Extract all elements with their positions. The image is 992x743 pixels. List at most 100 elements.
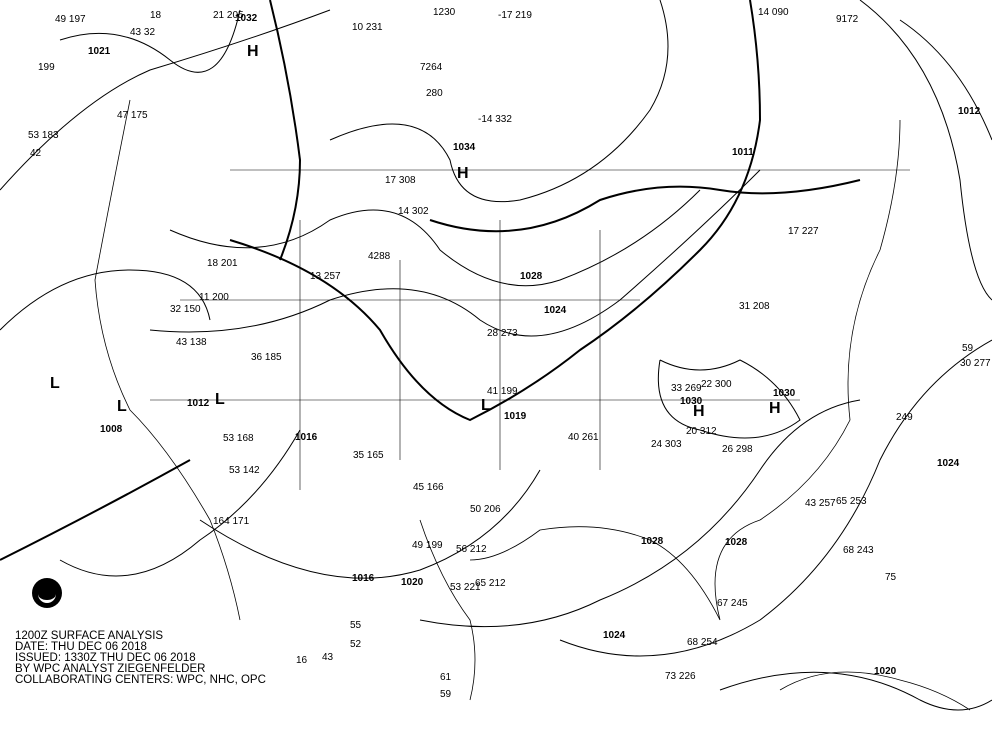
station-plot: 65 253 xyxy=(836,496,867,507)
station-plot: 36 185 xyxy=(251,352,282,363)
low-pressure-center: L xyxy=(117,398,127,415)
isobar-label: 1024 xyxy=(544,305,567,316)
isobar xyxy=(169,189,701,287)
station-plot: 73 226 xyxy=(665,671,696,682)
station-plot: 68 243 xyxy=(843,545,874,556)
isobar-label: 1011 xyxy=(732,147,754,158)
isobar-label: 1024 xyxy=(937,458,960,469)
high-pressure-center: H xyxy=(769,400,781,417)
map-caption: 1200Z SURFACE ANALYSIS DATE: THU DEC 06 … xyxy=(15,630,266,686)
coastline xyxy=(779,671,971,711)
station-plot: 11 200 xyxy=(199,292,229,303)
station-plot: 17 308 xyxy=(385,175,416,186)
station-plot: 43 32 xyxy=(130,27,155,38)
station-plot: 31 208 xyxy=(739,301,770,312)
isobar-label: 1028 xyxy=(520,271,543,282)
station-plot: 35 165 xyxy=(353,450,384,461)
caption-issued: ISSUED: 1330Z THU DEC 06 2018 xyxy=(15,652,196,664)
station-plot: 42 xyxy=(30,148,42,159)
station-plot: 33 269 xyxy=(671,383,702,394)
station-plot: 18 xyxy=(150,10,162,21)
station-plot: 49 197 xyxy=(55,14,86,25)
station-plot: 55 xyxy=(350,620,362,631)
isobar xyxy=(199,469,541,579)
isobar xyxy=(59,9,241,73)
isobar xyxy=(559,339,992,657)
high-pressure-center: H xyxy=(457,165,469,182)
isobar-label: 1012 xyxy=(187,398,210,409)
station-plot: 22 300 xyxy=(701,379,732,390)
caption-title: 1200Z SURFACE ANALYSIS xyxy=(15,630,164,642)
high-pressure-center: H xyxy=(247,43,259,60)
station-plot: 24 303 xyxy=(651,439,682,450)
isobar-label: 1024 xyxy=(603,630,626,641)
low-pressure-center: L xyxy=(50,375,60,392)
isobar xyxy=(899,19,992,141)
station-plot: 30 277 xyxy=(960,358,991,369)
isobar-label: 1020 xyxy=(874,666,897,677)
isobar-label: 1008 xyxy=(100,424,123,435)
station-plot: 43 138 xyxy=(176,337,207,348)
isobar xyxy=(59,429,301,577)
station-plot: 40 261 xyxy=(568,432,599,443)
isobar-label: 1032 xyxy=(235,13,258,24)
isobar-label: 1020 xyxy=(401,577,424,588)
station-plot: 199 xyxy=(38,62,55,73)
station-plot: 7264 xyxy=(420,62,443,73)
station-plot: 61 xyxy=(440,672,452,683)
isobar xyxy=(0,9,331,191)
isobar xyxy=(419,399,861,628)
coastline xyxy=(469,119,901,621)
station-plot: 28 273 xyxy=(487,328,518,339)
station-plot: 9172 xyxy=(836,14,859,25)
cold-front xyxy=(0,459,191,561)
cold-front xyxy=(229,0,762,422)
station-plot: 53 183 xyxy=(28,130,59,141)
station-plot: -17 219 xyxy=(498,10,532,21)
station-plot: 13 257 xyxy=(310,271,341,282)
station-plot: 75 xyxy=(885,572,897,583)
isobar xyxy=(329,0,669,203)
station-plot: 14 090 xyxy=(758,7,789,18)
occluded-front xyxy=(269,0,302,261)
station-plot: 1230 xyxy=(433,7,456,18)
caption-centers: COLLABORATING CENTERS: WPC, NHC, OPC xyxy=(15,674,266,686)
station-plot: 10 231 xyxy=(352,22,383,33)
station-plot: 49 199 xyxy=(412,540,443,551)
station-plot: 164 171 xyxy=(213,516,250,527)
isobar-label: 1028 xyxy=(641,536,664,547)
station-plot: 53 142 xyxy=(229,465,260,476)
isobar xyxy=(149,169,761,337)
station-plot: 18 201 xyxy=(207,258,238,269)
station-plot: -14 332 xyxy=(478,114,512,125)
isobar-label: 1021 xyxy=(88,46,111,57)
station-plot: 26 298 xyxy=(722,444,753,455)
isobar-label: 1028 xyxy=(725,537,748,548)
isobar-label: 1034 xyxy=(453,142,476,153)
isobar xyxy=(719,671,992,711)
isobar-label: 1016 xyxy=(352,573,375,584)
station-plot: 53 221 xyxy=(450,582,481,593)
caption-analyst: BY WPC ANALYST ZIEGENFELDER xyxy=(15,663,206,675)
warm-front xyxy=(429,179,861,233)
station-plot: 4288 xyxy=(368,251,391,262)
station-plot: 14 302 xyxy=(398,206,429,217)
station-plot: 21 205 xyxy=(213,10,244,21)
station-plot: 68 254 xyxy=(687,637,718,648)
station-plot: 67 245 xyxy=(717,598,748,609)
station-plot: 32 150 xyxy=(170,304,201,315)
station-plot: 20 312 xyxy=(686,426,717,437)
isobar-label: 1030 xyxy=(680,396,703,407)
isobar-label: 1016 xyxy=(295,432,318,443)
station-plot: 280 xyxy=(426,88,443,99)
low-pressure-center: L xyxy=(215,391,225,408)
station-plot: 17 227 xyxy=(788,226,819,237)
coastline xyxy=(94,99,241,621)
station-plot: 43 xyxy=(322,652,334,663)
station-plot: 53 168 xyxy=(223,433,254,444)
station-plot: 50 206 xyxy=(470,504,501,515)
isobar xyxy=(657,359,801,439)
